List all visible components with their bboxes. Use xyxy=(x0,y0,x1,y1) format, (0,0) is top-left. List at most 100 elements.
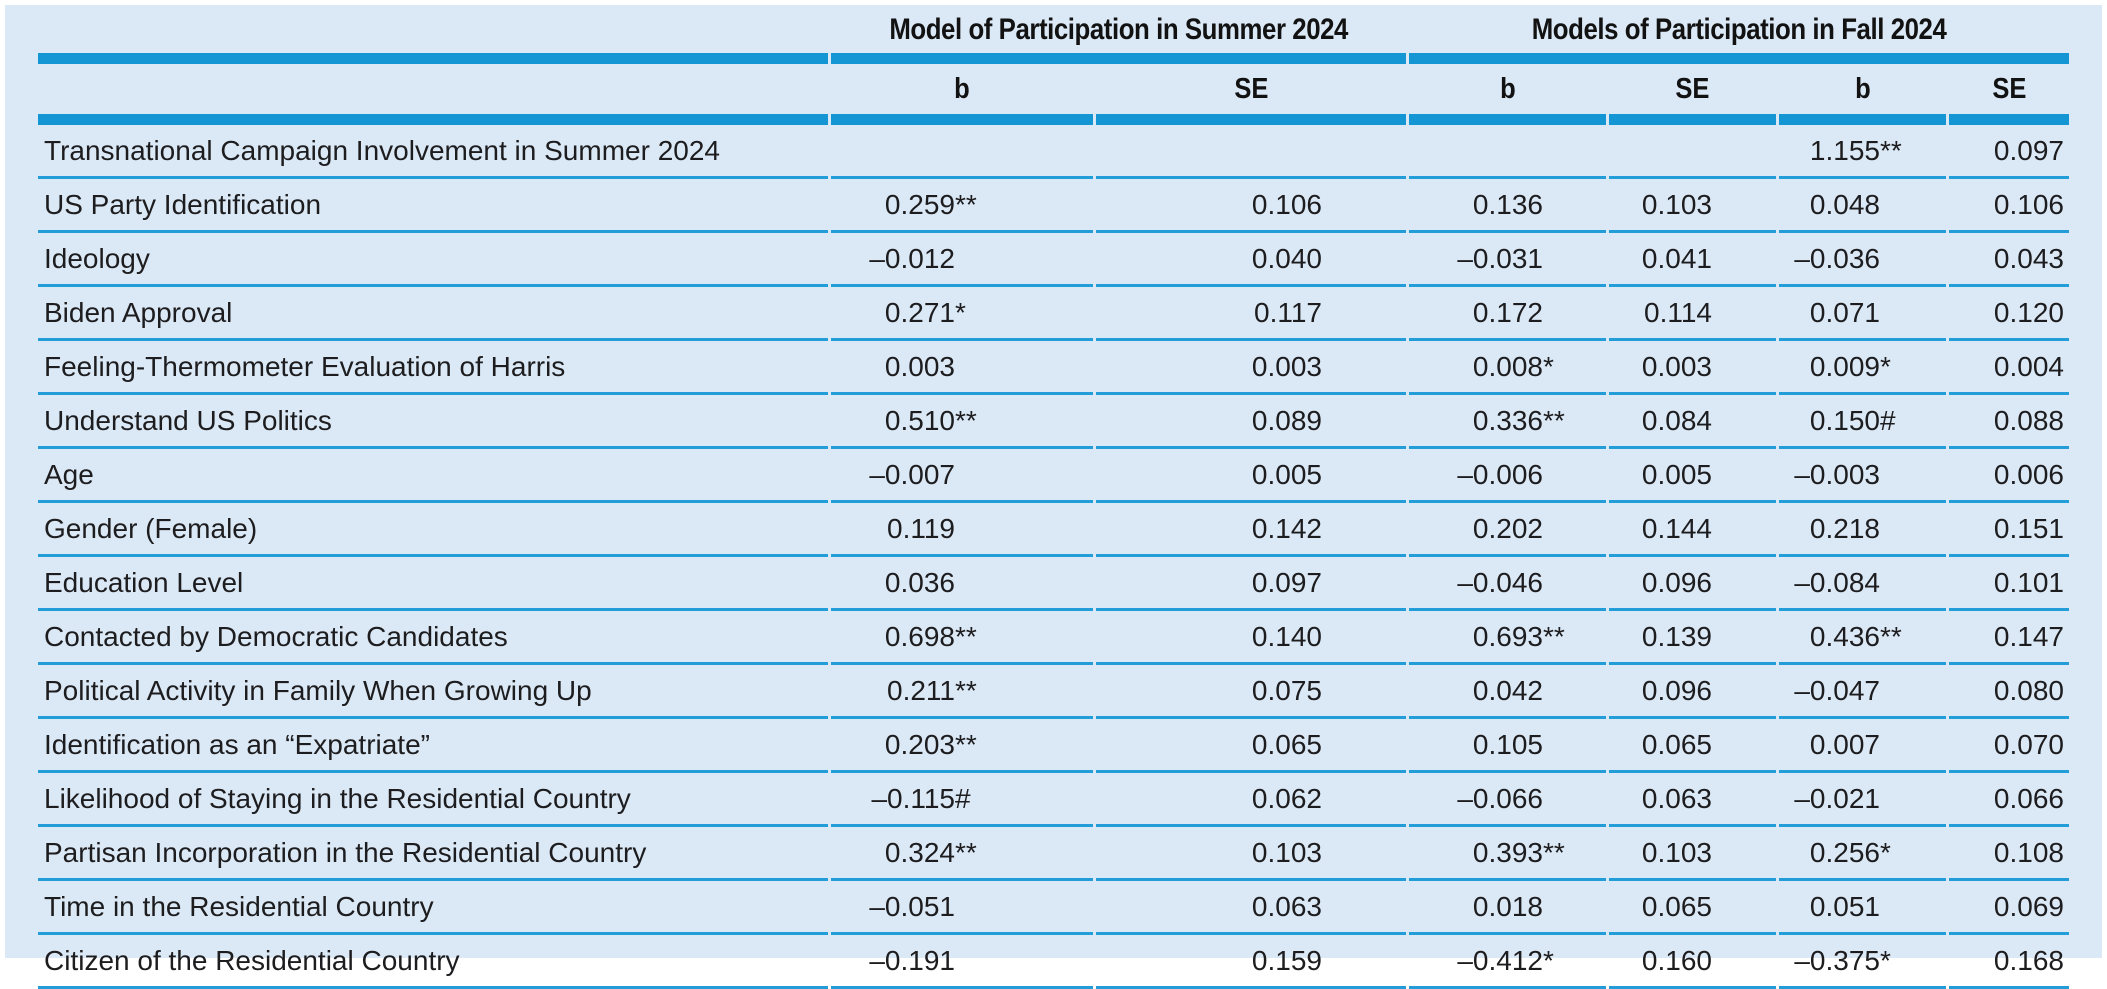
cell-value xyxy=(831,125,1093,179)
cell-value: –0.191 xyxy=(831,935,1093,989)
group-header-row: Model of Participation in Summer 2024 Mo… xyxy=(38,7,2069,64)
cell-value: 0.051 xyxy=(1779,881,1946,935)
row-label: Transnational Campaign Involvement in Su… xyxy=(38,125,828,179)
group-header-spacer xyxy=(38,7,828,64)
cell-value: 0.069 xyxy=(1949,881,2069,935)
cell-value: 0.139 xyxy=(1609,611,1776,665)
row-label: Ideology xyxy=(38,233,828,287)
cell-value: 0.336** xyxy=(1409,395,1606,449)
table-row: Gender (Female) 0.119 0.142 0.202 0.144 0.218… xyxy=(38,503,2069,557)
cell-value: 0.018 xyxy=(1409,881,1606,935)
cell-value: 0.065 xyxy=(1609,719,1776,773)
cell-value: –0.003 xyxy=(1779,449,1946,503)
column-header-se3: SE xyxy=(1949,64,2069,125)
cell-value: –0.036 xyxy=(1779,233,1946,287)
cell-value: 0.063 xyxy=(1609,773,1776,827)
table-row: Transnational Campaign Involvement in Su… xyxy=(38,125,2069,179)
row-label: Partisan Incorporation in the Residentia… xyxy=(38,827,828,881)
cell-value: –0.007 xyxy=(831,449,1093,503)
table-row: Biden Approval 0.271* 0.117 0.172 0.114 0.071… xyxy=(38,287,2069,341)
row-label: Education Level xyxy=(38,557,828,611)
cell-value: 0.040 xyxy=(1096,233,1406,287)
cell-value: 0.101 xyxy=(1949,557,2069,611)
cell-value: 1.155** xyxy=(1779,125,1946,179)
cell-value: 0.140 xyxy=(1096,611,1406,665)
cell-value: 0.009* xyxy=(1779,341,1946,395)
cell-value: 0.436** xyxy=(1779,611,1946,665)
cell-value: 0.211** xyxy=(831,665,1093,719)
cell-value: –0.412* xyxy=(1409,935,1606,989)
table-row: Time in the Residential Country –0.051 0.0… xyxy=(38,881,2069,935)
cell-value: 0.106 xyxy=(1949,179,2069,233)
cell-value: 0.043 xyxy=(1949,233,2069,287)
row-label: Likelihood of Staying in the Residential… xyxy=(38,773,828,827)
cell-value: 0.510** xyxy=(831,395,1093,449)
table-row: US Party Identification 0.259** 0.106 0.136… xyxy=(38,179,2069,233)
cell-value: 0.005 xyxy=(1609,449,1776,503)
cell-value: 0.147 xyxy=(1949,611,2069,665)
cell-value: 0.120 xyxy=(1949,287,2069,341)
column-header-spacer xyxy=(38,64,828,125)
cell-value: 0.256* xyxy=(1779,827,1946,881)
cell-value: 0.144 xyxy=(1609,503,1776,557)
cell-value: 0.041 xyxy=(1609,233,1776,287)
row-label: Time in the Residential Country xyxy=(38,881,828,935)
table-row: Education Level 0.036 0.097 –0.046 0.096 –0.0… xyxy=(38,557,2069,611)
cell-value: 0.108 xyxy=(1949,827,2069,881)
cell-value: 0.088 xyxy=(1949,395,2069,449)
cell-value: 0.070 xyxy=(1949,719,2069,773)
cell-value: 0.172 xyxy=(1409,287,1606,341)
column-header-row: b SE b SE b SE xyxy=(38,64,2069,125)
cell-value: 0.080 xyxy=(1949,665,2069,719)
cell-value: 0.063 xyxy=(1096,881,1406,935)
cell-value xyxy=(1609,125,1776,179)
cell-value: –0.047 xyxy=(1779,665,1946,719)
cell-value: 0.075 xyxy=(1096,665,1406,719)
cell-value: 0.151 xyxy=(1949,503,2069,557)
table-row: Identification as an “Expatriate” 0.203**… xyxy=(38,719,2069,773)
cell-value: 0.159 xyxy=(1096,935,1406,989)
cell-value: 0.160 xyxy=(1609,935,1776,989)
cell-value: 0.097 xyxy=(1096,557,1406,611)
cell-value: 0.084 xyxy=(1609,395,1776,449)
row-label: US Party Identification xyxy=(38,179,828,233)
cell-value: 0.066 xyxy=(1949,773,2069,827)
cell-value: –0.006 xyxy=(1409,449,1606,503)
cell-value: –0.084 xyxy=(1779,557,1946,611)
cell-value: 0.114 xyxy=(1609,287,1776,341)
cell-value: 0.168 xyxy=(1949,935,2069,989)
cell-value: 0.004 xyxy=(1949,341,2069,395)
cell-value: 0.065 xyxy=(1609,881,1776,935)
cell-value: 0.062 xyxy=(1096,773,1406,827)
table-row: Contacted by Democratic Candidates 0.698*… xyxy=(38,611,2069,665)
cell-value: 0.271* xyxy=(831,287,1093,341)
cell-value: 0.036 xyxy=(831,557,1093,611)
cell-value: 0.065 xyxy=(1096,719,1406,773)
cell-value: 0.119 xyxy=(831,503,1093,557)
group-header-summer: Model of Participation in Summer 2024 xyxy=(831,7,1406,64)
cell-value xyxy=(1409,125,1606,179)
cell-value: 0.103 xyxy=(1096,827,1406,881)
cell-value: 0.103 xyxy=(1609,827,1776,881)
row-label: Political Activity in Family When Growin… xyxy=(38,665,828,719)
cell-value: 0.042 xyxy=(1409,665,1606,719)
column-header-se2: SE xyxy=(1609,64,1776,125)
group-header-fall: Models of Participation in Fall 2024 xyxy=(1409,7,2069,64)
table-row: Age –0.007 0.005 –0.006 0.005 –0.003 0.006 xyxy=(38,449,2069,503)
cell-value: 0.003 xyxy=(831,341,1093,395)
table-row: Feeling-Thermometer Evaluation of Harris… xyxy=(38,341,2069,395)
cell-value: –0.021 xyxy=(1779,773,1946,827)
table-row: Understand US Politics 0.510** 0.089 0.336*… xyxy=(38,395,2069,449)
cell-value: 0.693** xyxy=(1409,611,1606,665)
cell-value: 0.106 xyxy=(1096,179,1406,233)
group-header-summer-label: Model of Participation in Summer 2024 xyxy=(889,13,1348,46)
row-label: Feeling-Thermometer Evaluation of Harris xyxy=(38,341,828,395)
table-row: Likelihood of Staying in the Residential… xyxy=(38,773,2069,827)
table-row: Citizen of the Residential Country –0.191… xyxy=(38,935,2069,989)
table-row: Ideology –0.012 0.040 –0.031 0.041 –0.036 0.04… xyxy=(38,233,2069,287)
column-header-b1: b xyxy=(831,64,1093,125)
cell-value: 0.008* xyxy=(1409,341,1606,395)
cell-value: 0.259** xyxy=(831,179,1093,233)
cell-value: 0.096 xyxy=(1609,665,1776,719)
cell-value: –0.375* xyxy=(1779,935,1946,989)
